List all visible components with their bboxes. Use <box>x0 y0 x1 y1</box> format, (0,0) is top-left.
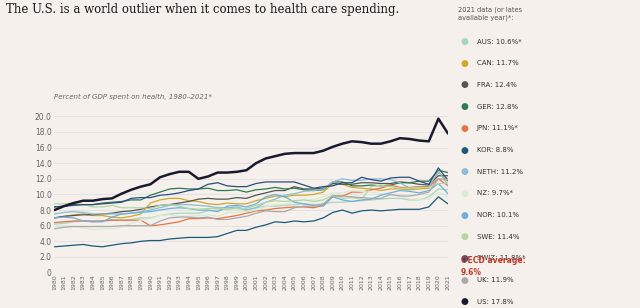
Text: US: 17.8%: US: 17.8% <box>477 299 513 305</box>
Text: GER: 12.8%: GER: 12.8% <box>477 104 518 110</box>
Text: ●: ● <box>461 80 468 89</box>
Text: NOR: 10.1%: NOR: 10.1% <box>477 212 519 218</box>
Text: KOR: 8.8%: KOR: 8.8% <box>477 147 513 153</box>
Text: UK: 11.9%: UK: 11.9% <box>477 277 513 283</box>
Text: JPN: 11.1%*: JPN: 11.1%* <box>477 125 518 131</box>
Text: ●: ● <box>461 254 468 263</box>
Text: AUS: 10.6%*: AUS: 10.6%* <box>477 38 522 45</box>
Text: ●: ● <box>461 37 468 46</box>
Text: CAN: 11.7%: CAN: 11.7% <box>477 60 518 66</box>
Text: SWIZ: 11.8%*: SWIZ: 11.8%* <box>477 255 525 261</box>
Text: ●: ● <box>461 59 468 68</box>
Text: NZ: 9.7%*: NZ: 9.7%* <box>477 190 513 197</box>
Text: ●: ● <box>461 297 468 306</box>
Text: ●: ● <box>461 145 468 155</box>
Text: Percent of GDP spent on health, 1980–2021*: Percent of GDP spent on health, 1980–202… <box>54 94 212 100</box>
Text: ●: ● <box>461 124 468 133</box>
Text: ●: ● <box>461 211 468 220</box>
Text: ●: ● <box>461 232 468 241</box>
Text: ●: ● <box>461 276 468 285</box>
Text: ●: ● <box>461 167 468 176</box>
Text: The U.S. is a world outlier when it comes to health care spending.: The U.S. is a world outlier when it come… <box>6 3 399 16</box>
Text: ●: ● <box>461 189 468 198</box>
Text: ●: ● <box>461 102 468 111</box>
Text: FRA: 12.4%: FRA: 12.4% <box>477 82 516 88</box>
Text: NETH: 11.2%: NETH: 11.2% <box>477 169 523 175</box>
Text: OECD average:
9.6%: OECD average: 9.6% <box>461 256 525 277</box>
Text: 2021 data (or lates
available year)*:: 2021 data (or lates available year)*: <box>458 6 522 21</box>
Text: SWE: 11.4%: SWE: 11.4% <box>477 234 519 240</box>
